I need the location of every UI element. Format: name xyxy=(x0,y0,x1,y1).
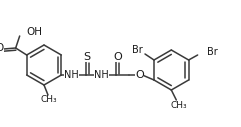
Text: O: O xyxy=(113,52,122,62)
Text: CH₃: CH₃ xyxy=(41,96,57,105)
Text: NH: NH xyxy=(64,70,79,80)
Text: Br: Br xyxy=(207,47,217,57)
Text: S: S xyxy=(83,52,90,62)
Text: OH: OH xyxy=(27,27,43,37)
Text: CH₃: CH₃ xyxy=(170,100,187,109)
Text: O: O xyxy=(135,70,144,80)
Text: NH: NH xyxy=(94,70,109,80)
Text: Br: Br xyxy=(132,45,142,55)
Text: O: O xyxy=(0,43,4,53)
